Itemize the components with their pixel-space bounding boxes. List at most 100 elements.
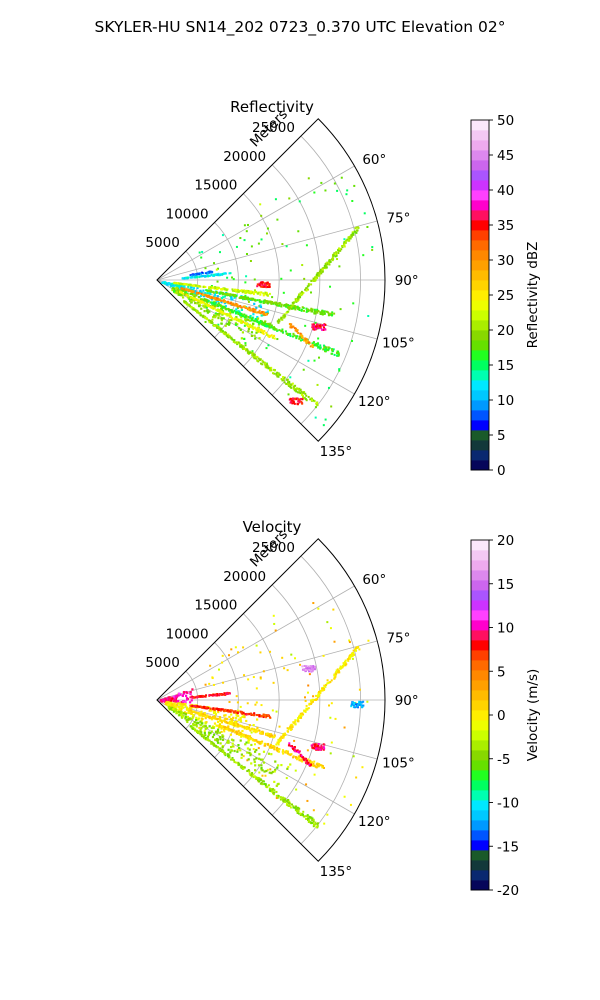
data-cell [212, 291, 215, 294]
data-cell [237, 761, 240, 764]
data-cell [311, 761, 314, 764]
data-cell [319, 326, 322, 329]
data-cell [184, 715, 188, 718]
data-cell [236, 303, 239, 306]
data-cell [274, 768, 277, 772]
data-cell [206, 299, 209, 302]
data-cell [240, 313, 243, 316]
data-cell [200, 307, 203, 310]
data-cell [316, 311, 319, 314]
data-cell [306, 691, 309, 694]
data-cell [268, 771, 271, 774]
data-cell [300, 754, 303, 757]
data-cell [251, 350, 254, 353]
data-cell [302, 394, 305, 397]
data-cell [204, 303, 207, 306]
data-cell [223, 305, 226, 308]
data-cell [259, 301, 262, 304]
data-cell [241, 729, 244, 733]
colorbar-segment [471, 750, 489, 761]
data-cell [314, 406, 317, 409]
data-cell [229, 316, 232, 319]
data-cell [289, 763, 292, 766]
data-cell [255, 757, 258, 760]
data-cell [251, 772, 254, 775]
data-cell [234, 341, 237, 344]
data-cell [328, 263, 331, 266]
data-cell [314, 743, 317, 746]
data-cell [210, 321, 213, 324]
colorbar-tick-label: 35 [497, 218, 514, 234]
data-cell [295, 788, 298, 791]
data-cell [184, 717, 187, 720]
data-cell [200, 275, 203, 278]
data-cell [223, 753, 226, 756]
data-cell [200, 717, 203, 720]
data-cell [221, 330, 224, 333]
data-cell [312, 743, 315, 746]
data-cell [253, 302, 256, 305]
data-cell [255, 331, 258, 334]
data-cell [215, 309, 218, 312]
data-cell [193, 723, 197, 726]
data-cell [300, 309, 303, 312]
data-cell [282, 799, 285, 802]
data-cell [270, 733, 273, 736]
data-cell [231, 338, 234, 341]
data-cell [221, 234, 224, 237]
colorbar-segment [471, 700, 489, 711]
data-cell [233, 729, 236, 732]
data-cell [335, 669, 338, 672]
data-cell [261, 285, 264, 288]
data-cell [238, 763, 241, 766]
data-cell [281, 318, 284, 321]
data-cell [264, 291, 267, 294]
data-cell [314, 823, 317, 826]
data-cell [320, 272, 323, 275]
data-cell [233, 309, 236, 312]
data-cell [296, 806, 299, 809]
data-cell [315, 763, 318, 766]
data-cell [215, 291, 218, 295]
data-cell [184, 290, 187, 293]
data-cell [200, 298, 204, 301]
data-cell [245, 713, 248, 716]
data-cell [216, 280, 219, 283]
data-cell [192, 713, 195, 717]
data-cell [348, 639, 351, 642]
data-cell [209, 286, 212, 289]
data-cell [218, 735, 222, 739]
data-cell [285, 777, 288, 780]
data-cell [181, 293, 184, 296]
data-cell [323, 345, 326, 348]
data-cell [285, 245, 288, 248]
data-cell [346, 189, 349, 192]
data-cell [171, 288, 174, 292]
data-cell [182, 289, 185, 292]
data-cell [319, 748, 322, 751]
data-cell [224, 714, 227, 717]
data-cell [312, 818, 315, 821]
data-cell [314, 321, 317, 324]
data-cell [201, 722, 204, 725]
data-cell [197, 299, 200, 302]
data-cell [180, 291, 183, 294]
data-cell [246, 747, 250, 750]
data-cell [181, 291, 184, 294]
data-cell [281, 328, 284, 331]
data-cell [256, 730, 259, 733]
data-cell [208, 725, 211, 728]
data-cell [256, 329, 259, 332]
data-cell [247, 330, 250, 333]
data-cell [294, 384, 297, 387]
data-cell [335, 254, 338, 257]
data-cell [196, 272, 199, 275]
data-cell [272, 745, 275, 748]
data-cell [305, 667, 308, 670]
data-cell [190, 292, 194, 296]
data-cell [218, 314, 221, 317]
data-cell [257, 747, 260, 750]
data-cell [256, 726, 259, 730]
data-cell [210, 709, 213, 712]
data-cell [243, 715, 246, 719]
